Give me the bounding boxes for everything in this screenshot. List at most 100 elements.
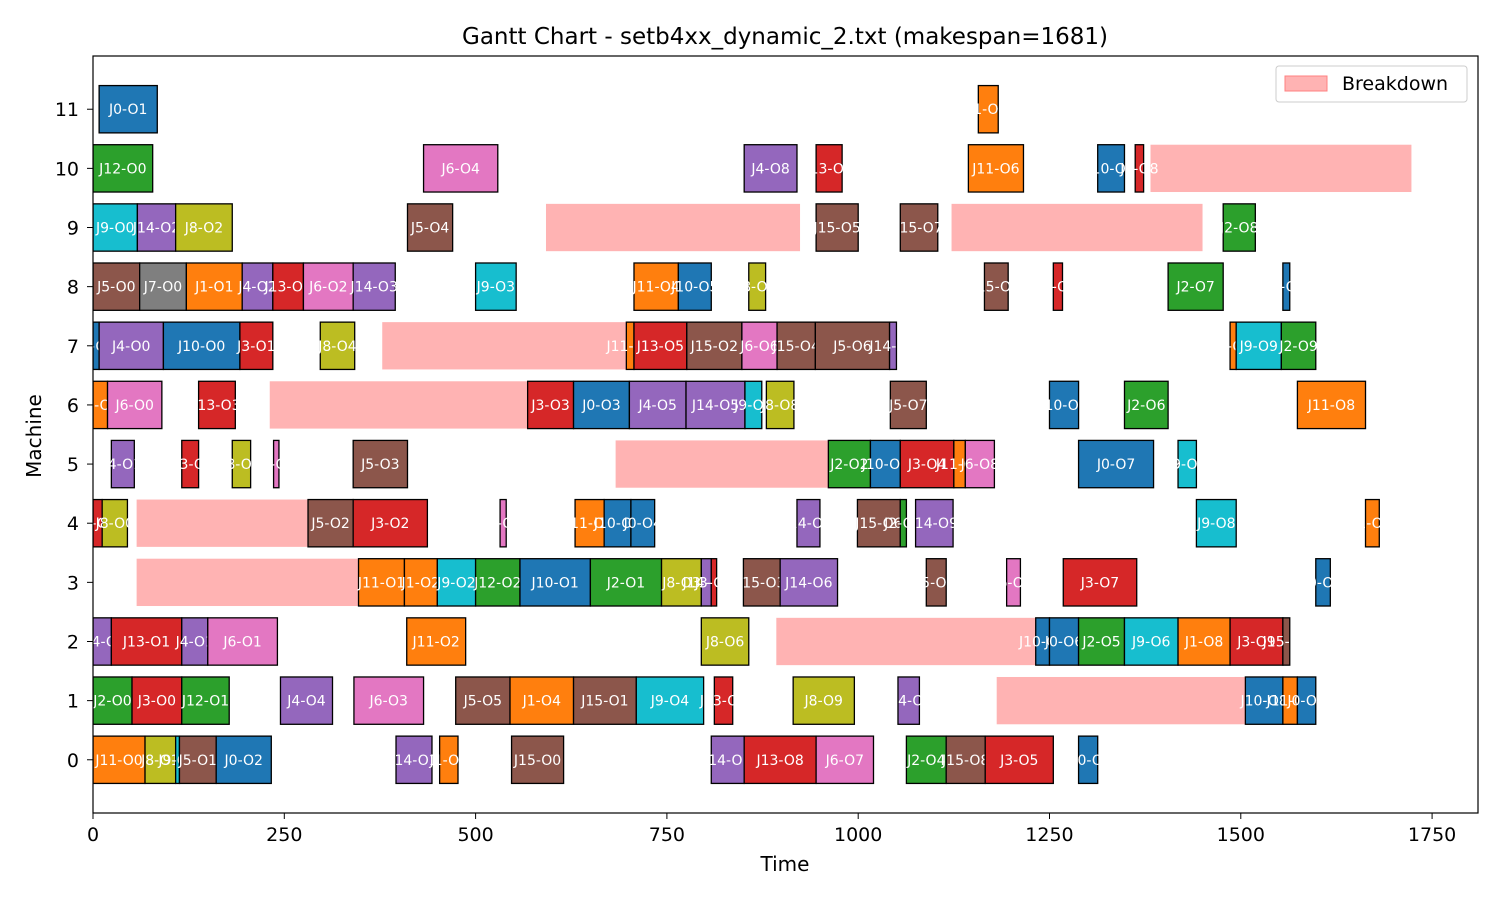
operation-label: J10-O2 [593,516,641,532]
operation-label: J5-O3 [360,457,399,473]
operation-bar [796,498,821,548]
operation-label: J14-O8 [884,694,932,710]
operation-bar [815,735,875,785]
operation-label: J1-O8 [1184,634,1223,650]
operation-label: J14-O5 [691,398,739,414]
operation-label: J4-O2 [237,280,276,296]
operation-label: J4-O4 [286,694,325,710]
operation-bar [1282,262,1291,311]
operation-label: J8-O0 [95,516,134,532]
operation-label: J6-O1 [222,634,261,650]
x-tick-label: 1250 [1025,824,1073,846]
operation-bar [174,203,233,252]
operation-label: J3-O4 [694,575,733,591]
operation-label: J13-O4 [263,280,311,296]
operation-bar [403,558,438,607]
operation-label: J11-O0 [94,753,142,769]
operation-bar [181,676,230,725]
operation-bar [1177,439,1198,489]
operation-bar [422,144,499,193]
y-tick-label: 0 [67,750,79,772]
operation-bar [899,203,939,252]
operation-bar [319,321,356,371]
operation-bar [101,498,129,548]
operation-label: J2-O5 [1081,634,1120,650]
operation-label: J0-O7 [1286,694,1325,710]
operation-bar [779,558,839,607]
operation-label: J8-O8 [760,398,799,414]
operation-label: J6-O7 [825,753,864,769]
operation-bar [815,144,843,193]
operation-bar [474,558,521,607]
operation-label: J6-O2 [308,280,347,296]
operation-label: J13-O8 [755,753,803,769]
operation-label: J11-O1 [357,575,405,591]
operation-bar [93,203,139,252]
operation-label: J9-O4 [650,694,689,710]
operation-label: J8-O1 [140,753,179,769]
operation-bar [572,380,631,430]
operation-label: J15-O1 [580,694,628,710]
operation-bar [474,262,517,311]
operation-label: J3-O6 [1038,280,1077,296]
breakdown-bar [269,381,528,429]
operation-bar [139,262,188,311]
operation-bar [207,617,279,666]
operation-label: J15-O2 [690,339,738,355]
operation-label: J14-O9 [910,516,958,532]
operation-label: J2-O3 [883,516,922,532]
operation-label: J3-O3 [530,398,569,414]
operation-label: J10-O5 [1086,161,1134,177]
operation-label: J4-O5 [638,398,677,414]
operation-bar [1097,144,1126,193]
operation-bar [499,498,507,548]
operation-label: J15-O3 [737,575,785,591]
y-tick-label: 2 [67,631,79,653]
x-tick-label: 500 [457,824,493,846]
operation-bar [589,558,663,607]
operation-label: J9-O5 [733,398,772,414]
breakdown-bar [136,558,359,607]
operation-bar [510,735,565,785]
operation-bar [98,321,165,371]
operation-bar [977,84,999,134]
operation-label: J5-O5 [463,694,502,710]
x-tick-label: 750 [649,824,685,846]
operation-bar [983,262,1009,311]
operation-label: J2-O2 [829,457,868,473]
operation-label: J0-O7 [1096,457,1135,473]
operation-label: J6-O6 [739,339,778,355]
breakdown-bar [136,499,309,547]
operation-bar [743,144,798,193]
operation-label: J0-O2 [224,753,263,769]
operation-bar [744,380,763,430]
operation-label: J3-O8 [1119,161,1158,177]
y-tick-label: 11 [55,99,79,121]
operation-label: J9-O3 [476,280,515,296]
operation-label: J4-O1 [175,634,214,650]
operation-bar [1315,558,1331,607]
operation-label: J6-O0 [114,398,153,414]
operation-bar [603,498,632,548]
y-tick-label: 6 [67,395,79,417]
y-tick-label: 3 [67,572,79,594]
operation-label: J13-O5 [804,161,852,177]
operation-label: J15-O8 [941,753,989,769]
x-tick-label: 0 [87,824,99,846]
operation-bar [1077,735,1099,785]
operation-bar [814,321,891,371]
operation-bar [215,735,272,785]
operation-label: J9-O7 [1167,457,1206,473]
operation-bar [897,676,921,725]
operation-label: J14-O3 [350,280,398,296]
operation-label: J3-O5 [999,753,1038,769]
operation-label: J6-O3 [256,457,295,473]
y-axis: 0 1 2 3 4 5 6 7 8 9 10 11 [55,99,93,772]
operation-bar [93,262,141,311]
breakdown-bar [776,617,1036,666]
operation-label: J13-O5 [636,339,684,355]
operation-label: J4-O1 [103,457,142,473]
operation-label: J8-O9 [804,694,843,710]
operation-bar [352,439,409,489]
operation-label: J9-O8 [1196,516,1235,532]
